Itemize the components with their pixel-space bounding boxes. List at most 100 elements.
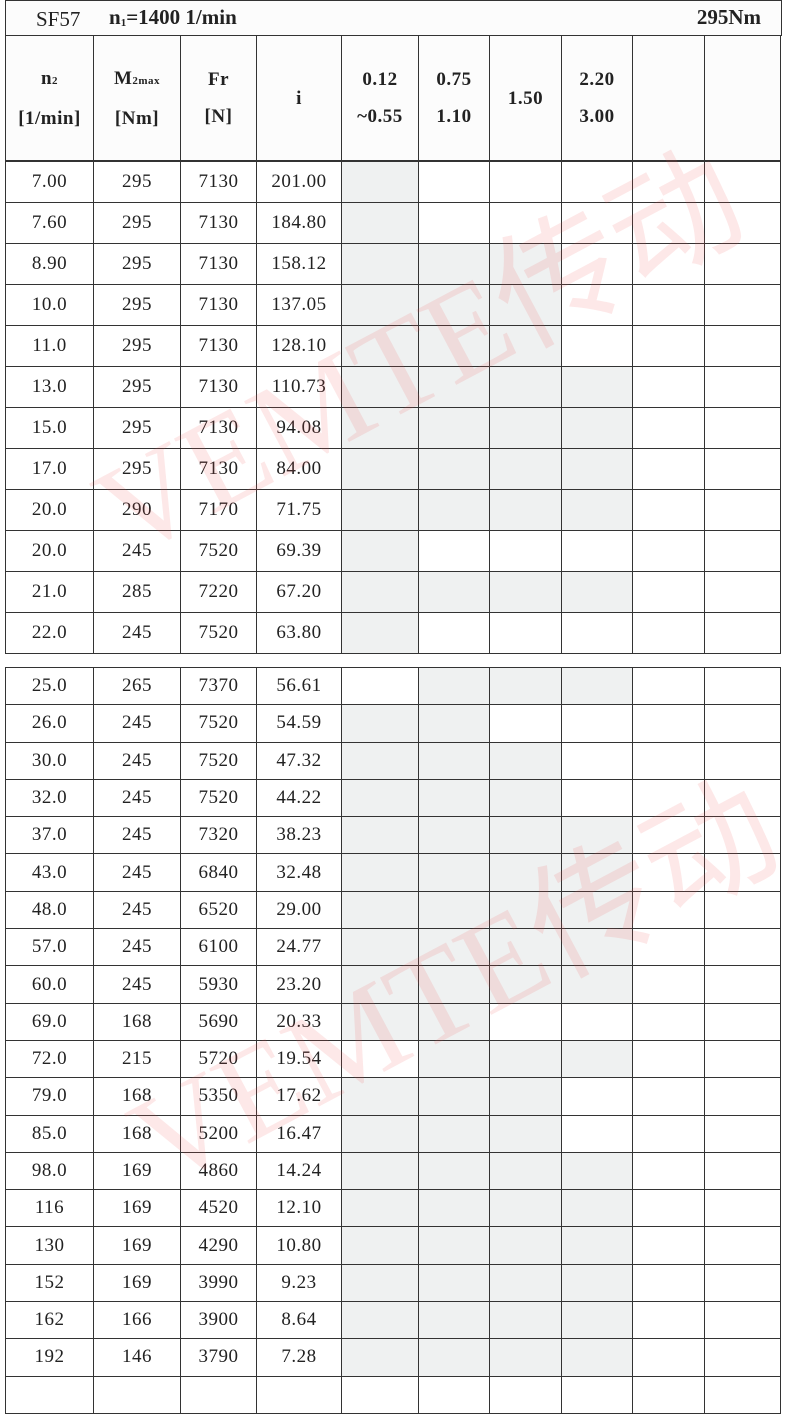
power-cell-empty (632, 1002, 705, 1041)
power-cell-available (341, 778, 419, 818)
power-cell-empty (561, 741, 633, 780)
cell-i: 10.80 (256, 1226, 342, 1265)
cell-n2: 22.0 (5, 612, 94, 654)
cell-n2: 162 (5, 1301, 94, 1340)
cell-i: 20.33 (256, 1002, 342, 1041)
cell-n2: 60.0 (5, 965, 94, 1004)
power-cell-available (561, 366, 633, 408)
power-cell-available (418, 1226, 490, 1265)
power-cell-available (418, 741, 490, 780)
power-cell-empty (704, 741, 781, 780)
header-power-4 (632, 35, 705, 161)
header-power-1: 0.75 1.10 (418, 35, 490, 161)
cell-fr: 5930 (180, 965, 257, 1004)
power-cell-empty (704, 448, 781, 490)
cell-i: 110.73 (256, 366, 342, 408)
power-cell-empty (632, 928, 705, 967)
power-cell-available (418, 1114, 490, 1153)
power-cell-available (418, 965, 490, 1004)
power-cell-empty (489, 704, 562, 743)
power-cell-empty (704, 1338, 781, 1377)
power-cell-available (489, 407, 562, 449)
power-cell-empty (561, 1114, 633, 1153)
power-cell-available (341, 366, 419, 408)
power-cell-available (561, 571, 633, 613)
header-i: i (256, 35, 342, 161)
table-header: n2 [1/min] M2max [Nm] Fr [N] i 0.12 ~0.55 0.… (5, 35, 781, 161)
cell-m2: 245 (93, 890, 181, 930)
header-power-line1: 0.12 (362, 69, 398, 90)
power-cell-available (418, 1189, 490, 1228)
cell-fr: 7130 (180, 325, 257, 367)
power-cell-empty (632, 448, 705, 490)
power-cell-available (341, 816, 419, 855)
power-cell-available (489, 284, 562, 326)
power-cell-empty (632, 1039, 705, 1079)
header-power-line1: 2.20 (579, 69, 615, 90)
power-cell-empty (704, 284, 781, 326)
power-cell-empty (704, 928, 781, 967)
cell-n2: 192 (5, 1338, 94, 1377)
cell-m2: 295 (93, 243, 181, 285)
power-cell-empty (704, 1263, 781, 1303)
table-row: 26.0 245 7520 54.59 (5, 704, 781, 743)
cell-i: 8.64 (256, 1301, 342, 1340)
cell-m2: 245 (93, 704, 181, 743)
cell-i: 47.32 (256, 741, 342, 780)
table-row: 85.0 168 5200 16.47 (5, 1114, 781, 1153)
power-cell-available (341, 1077, 419, 1116)
power-cell-available (418, 1338, 490, 1377)
header-power-line2: ~0.55 (357, 106, 403, 127)
power-cell-available (489, 1301, 562, 1340)
power-cell-available (489, 1114, 562, 1153)
power-cell-available (561, 1338, 633, 1377)
table-row: 10.0 295 7130 137.05 (5, 284, 781, 326)
power-cell-available (489, 1189, 562, 1228)
power-cell-available (489, 243, 562, 285)
header-power-3: 2.20 3.00 (561, 35, 633, 161)
power-cell-empty (704, 407, 781, 449)
cell-m2: 166 (93, 1301, 181, 1340)
power-cell-available (418, 448, 490, 490)
power-cell-empty (632, 1263, 705, 1303)
cell-m2: 169 (93, 1263, 181, 1303)
power-cell-available (418, 928, 490, 967)
table-row: 60.0 245 5930 23.20 (5, 965, 781, 1004)
cell-fr: 4520 (180, 1189, 257, 1228)
power-cell-empty (632, 243, 705, 285)
table-row: 32.0 245 7520 44.22 (5, 778, 781, 818)
cell-i: 24.77 (256, 928, 342, 967)
cell-i: 7.28 (256, 1338, 342, 1377)
cell-n2: 7.00 (5, 161, 94, 203)
cell-i: 16.47 (256, 1114, 342, 1153)
cell-fr: 7320 (180, 816, 257, 855)
power-cell-available (561, 816, 633, 855)
power-cell-available (489, 448, 562, 490)
cell-i: 67.20 (256, 571, 342, 613)
power-cell-empty (561, 612, 633, 654)
cell-n2: 20.0 (5, 489, 94, 531)
power-cell-available (489, 853, 562, 892)
power-cell-empty (632, 853, 705, 892)
header-power-0: 0.12 ~0.55 (341, 35, 419, 161)
power-cell-empty (704, 1226, 781, 1265)
power-cell-available (418, 366, 490, 408)
empty-cell (341, 1375, 419, 1414)
cell-fr: 7520 (180, 778, 257, 818)
power-cell-empty (418, 202, 490, 244)
power-cell-available (418, 704, 490, 743)
power-cell-empty (632, 965, 705, 1004)
power-cell-empty (704, 816, 781, 855)
power-cell-available (561, 489, 633, 531)
power-cell-empty (704, 530, 781, 572)
cell-i: 158.12 (256, 243, 342, 285)
cell-n2: 11.0 (5, 325, 94, 367)
cell-i: 184.80 (256, 202, 342, 244)
cell-i: 17.62 (256, 1077, 342, 1116)
empty-cell (561, 1375, 633, 1414)
cell-fr: 7520 (180, 704, 257, 743)
cell-fr: 7130 (180, 243, 257, 285)
rated-torque: 295Nm (696, 5, 761, 29)
cell-n2: 17.0 (5, 448, 94, 490)
power-cell-available (418, 284, 490, 326)
